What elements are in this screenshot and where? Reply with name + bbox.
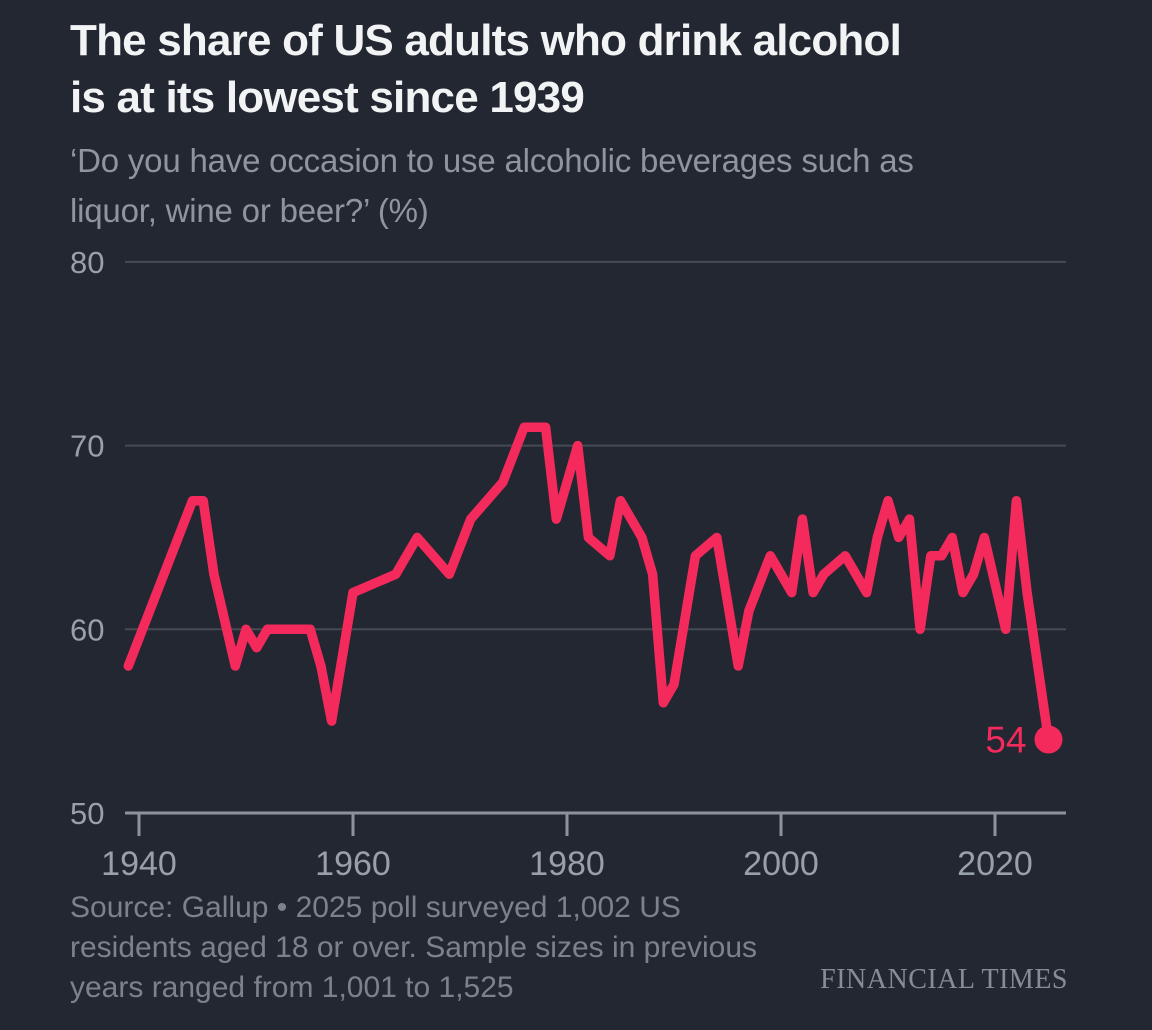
- source-line1: Source: Gallup • 2025 poll surveyed 1,00…: [70, 891, 681, 924]
- chart-title-line2: is at its lowest since 1939: [70, 73, 585, 122]
- financial-times-logo: FINANCIAL TIMES: [820, 964, 1068, 995]
- x-axis-label-1960: 1960: [315, 845, 391, 883]
- chart-subtitle-line1: ‘Do you have occasion to use alcoholic b…: [70, 142, 914, 179]
- end-point-dot: [1034, 725, 1063, 754]
- source-note: Source: Gallup • 2025 poll surveyed 1,00…: [70, 888, 870, 1008]
- source-line3: years ranged from 1,001 to 1,525: [70, 971, 514, 1004]
- trend-line: [123, 422, 1054, 745]
- chart-title-line1: The share of US adults who drink alcohol: [70, 16, 902, 65]
- y-axis-label-80: 80: [70, 245, 104, 280]
- x-axis-label-2020: 2020: [957, 845, 1033, 883]
- y-axis-label-50: 50: [70, 796, 104, 831]
- x-axis-label-1940: 1940: [101, 845, 177, 883]
- chart-subtitle-line2: liquor, wine or beer?’ (%): [70, 192, 429, 229]
- y-axis-label-60: 60: [70, 612, 104, 647]
- end-value-label: 54: [985, 720, 1026, 761]
- x-axis-label-2000: 2000: [743, 845, 819, 883]
- chart-subtitle: ‘Do you have occasion to use alcoholic b…: [70, 136, 1090, 236]
- y-axis-label-70: 70: [70, 429, 104, 464]
- chart-title: The share of US adults who drink alcohol…: [70, 12, 1090, 126]
- x-axis-label-1980: 1980: [529, 845, 605, 883]
- source-line2: residents aged 18 or over. Sample sizes …: [70, 931, 758, 964]
